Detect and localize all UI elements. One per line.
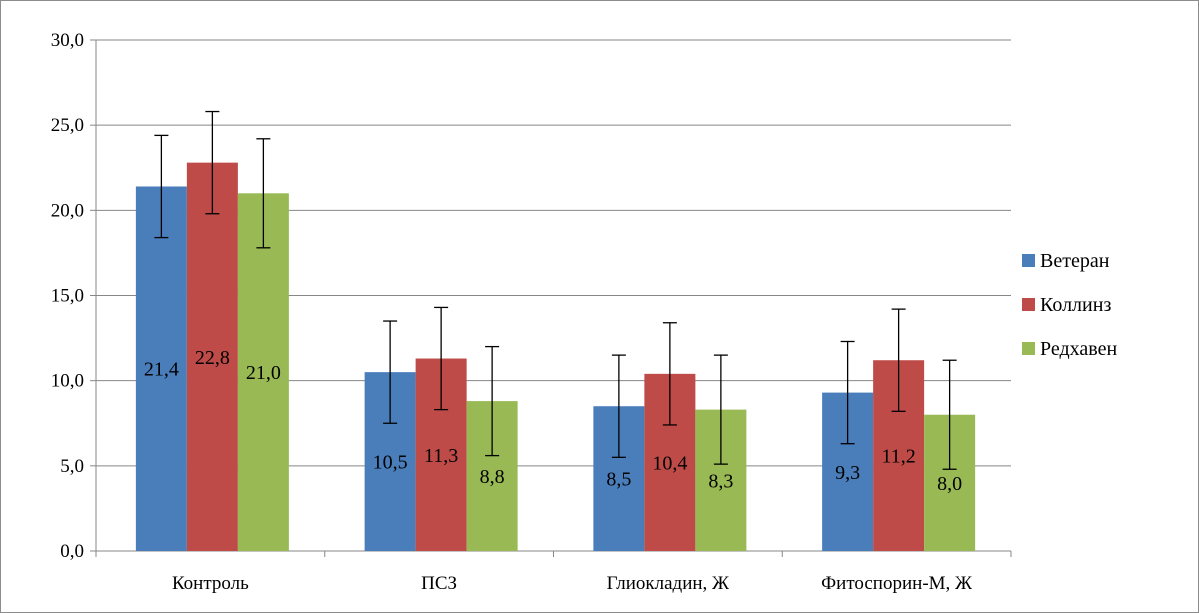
- data-label: 8,5: [606, 469, 631, 491]
- legend-label-2: Редхавен: [1040, 338, 1117, 360]
- legend-swatch-1: [1022, 298, 1035, 311]
- legend-label-1: Коллинз: [1040, 294, 1111, 316]
- data-label: 8,3: [708, 470, 733, 492]
- y-tick-label: 25,0: [51, 115, 84, 136]
- x-tick-label: Контроль: [172, 573, 249, 594]
- data-label: 10,4: [652, 452, 687, 474]
- y-tick-label: 10,0: [51, 371, 84, 392]
- y-tick-label: 20,0: [51, 200, 84, 221]
- data-label: 21,4: [144, 359, 179, 381]
- legend-swatch-0: [1022, 254, 1035, 267]
- y-tick-label: 30,0: [51, 30, 84, 51]
- legend-swatch-2: [1022, 342, 1035, 355]
- x-tick-label: Фитоспорин-М, Ж: [821, 573, 973, 594]
- y-tick-label: 0,0: [60, 541, 84, 562]
- bar-2-0: [237, 193, 289, 552]
- y-tick-label: 15,0: [51, 286, 84, 307]
- legend-label-0: Ветеран: [1040, 250, 1110, 272]
- data-label: 8,0: [937, 473, 962, 495]
- x-tick-label: Глиокладин, Ж: [607, 573, 730, 594]
- bar-1-0: [186, 162, 238, 551]
- data-label: 11,2: [881, 446, 915, 468]
- data-label: 10,5: [373, 452, 408, 474]
- data-label: 22,8: [195, 347, 230, 369]
- x-tick-label: ПСЗ: [421, 573, 457, 594]
- y-tick-label: 5,0: [60, 456, 84, 477]
- data-label: 9,3: [835, 462, 860, 484]
- data-label: 8,8: [480, 466, 505, 488]
- data-label: 11,3: [424, 445, 458, 467]
- data-label: 21,0: [246, 362, 281, 384]
- bar-0-0: [135, 186, 187, 551]
